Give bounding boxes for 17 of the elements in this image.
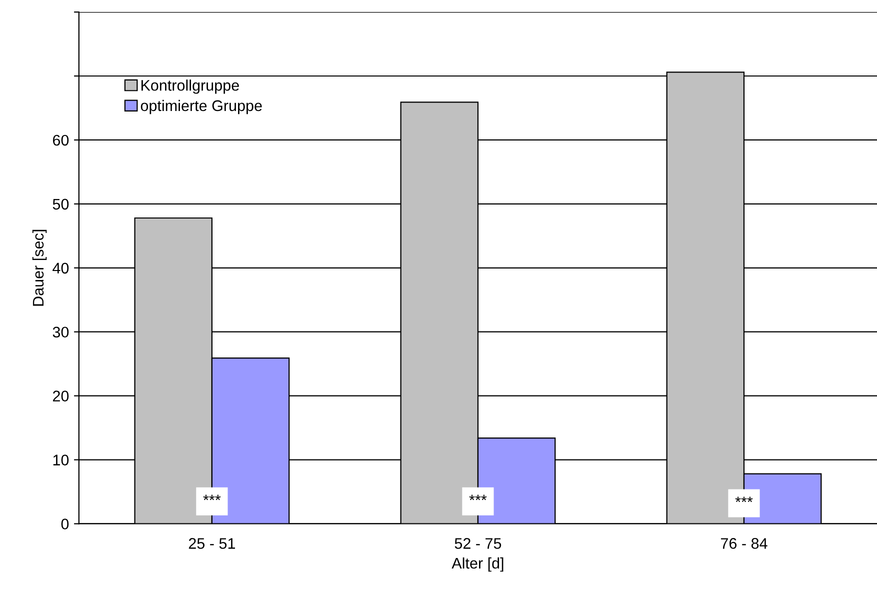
annotation: *** — [735, 496, 753, 502]
y-tick-label: 40 — [52, 262, 69, 274]
legend-label: optimierte Gruppe — [140, 100, 262, 114]
annotation: *** — [203, 494, 221, 500]
y-tick-label: 0 — [61, 518, 69, 530]
y-axis-title: Dauer [sec] — [32, 230, 47, 306]
y-tick-label: 10 — [53, 454, 69, 466]
y-tick-label: 60 — [52, 134, 69, 146]
y-tick-label: 50 — [52, 198, 69, 210]
x-tick-label: 25 - 51 — [188, 538, 235, 549]
x-axis-title: Alter [d] — [452, 557, 504, 572]
x-tick-label: 52 - 75 — [454, 538, 502, 549]
x-tick-label: 76 - 84 — [720, 538, 768, 549]
y-tick-label: 30 — [52, 326, 69, 338]
annotation: *** — [469, 494, 487, 500]
y-tick-label: 20 — [52, 390, 69, 402]
legend-label: Kontrollgruppe — [141, 80, 239, 94]
